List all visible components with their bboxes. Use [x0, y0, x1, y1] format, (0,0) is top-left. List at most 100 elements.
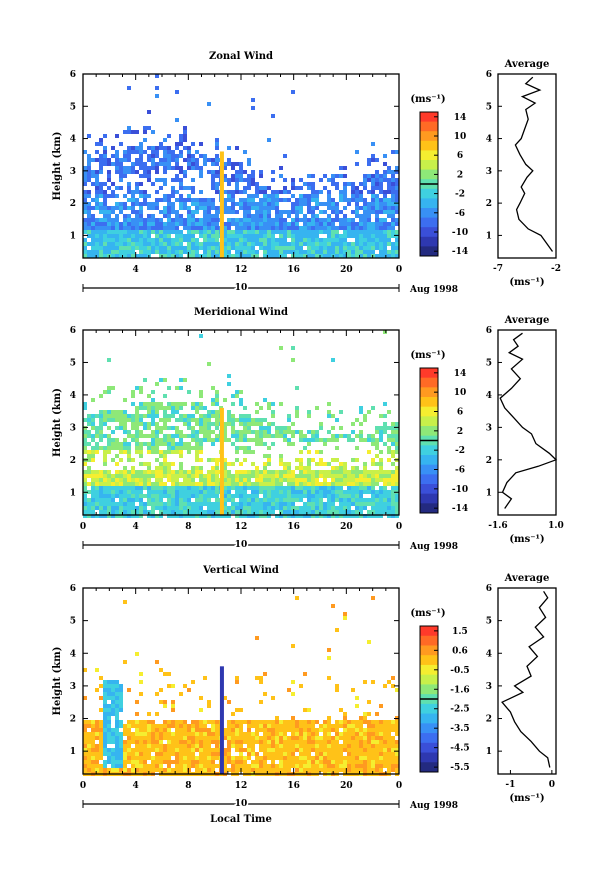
heatmap-cell — [107, 450, 111, 454]
heatmap-cell — [163, 426, 167, 430]
heatmap-cell — [183, 760, 187, 764]
heatmap-cell — [183, 226, 187, 230]
heatmap-cell — [235, 458, 239, 462]
heatmap-cell — [143, 150, 147, 154]
heatmap-cell — [291, 238, 295, 242]
heatmap-cell — [331, 234, 335, 238]
heatmap-cell — [307, 482, 311, 486]
heatmap-cell — [91, 222, 95, 226]
heatmap-cell — [331, 250, 335, 254]
heatmap-cell — [115, 414, 119, 418]
colorbar-segment — [420, 227, 438, 238]
heatmap-cell — [111, 696, 115, 700]
heatmap-cell — [227, 438, 231, 442]
heatmap-cell — [359, 438, 363, 442]
heatmap-cell — [331, 740, 335, 744]
heatmap-cell — [351, 510, 355, 514]
heatmap-cell — [175, 426, 179, 430]
heatmap-cell — [135, 222, 139, 226]
heatmap-cell — [307, 506, 311, 510]
heatmap-cell — [135, 768, 139, 772]
heatmap-cell — [139, 414, 143, 418]
heatmap-cell — [187, 724, 191, 728]
heatmap-cell — [211, 422, 215, 426]
heatmap-cell — [179, 510, 183, 514]
heatmap-cell — [115, 708, 119, 712]
heatmap-cell — [255, 182, 259, 186]
heatmap-cell — [391, 218, 395, 222]
colorbar-segment — [420, 493, 438, 504]
heatmap-cell — [263, 470, 267, 474]
heatmap-cell — [107, 170, 111, 174]
heatmap-cell — [163, 728, 167, 732]
heatmap-cell — [367, 732, 371, 736]
heatmap-cell — [391, 202, 395, 206]
heatmap-cell — [147, 238, 151, 242]
heatmap-cell — [147, 146, 151, 150]
heatmap-cell — [275, 756, 279, 760]
heatmap-cell — [159, 486, 163, 490]
heatmap-cell — [83, 494, 87, 498]
heatmap-cell — [215, 398, 219, 402]
heatmap-cell — [139, 446, 143, 450]
heatmap-cell — [387, 744, 391, 748]
heatmap-cell — [195, 442, 199, 446]
heatmap-cell — [351, 186, 355, 190]
heatmap-cell — [299, 736, 303, 740]
heatmap-cell — [335, 246, 339, 250]
heatmap-cell — [363, 466, 367, 470]
heatmap-cell — [371, 438, 375, 442]
heatmap-cell — [215, 438, 219, 442]
heatmap-cell — [155, 430, 159, 434]
heatmap-cell — [295, 254, 299, 258]
heatmap-cell — [271, 238, 275, 242]
heatmap-cell — [179, 138, 183, 142]
heatmap-cell — [303, 226, 307, 230]
heatmap-cell — [183, 732, 187, 736]
heatmap-cell — [143, 426, 147, 430]
heatmap-cell — [99, 502, 103, 506]
heatmap-cell — [271, 246, 275, 250]
heatmap-cell — [355, 222, 359, 226]
heatmap-cell — [359, 214, 363, 218]
heatmap-cell — [359, 724, 363, 728]
heatmap-cell — [351, 230, 355, 234]
heatmap-cell — [123, 418, 127, 422]
heatmap-cell — [239, 748, 243, 752]
heatmap-cell — [267, 458, 271, 462]
heatmap-cell — [147, 744, 151, 748]
heatmap-cell — [227, 470, 231, 474]
heatmap-cell — [331, 242, 335, 246]
heatmap-cell — [235, 210, 239, 214]
heatmap-cell — [139, 422, 143, 426]
heatmap-cell — [175, 494, 179, 498]
heatmap-cell — [207, 102, 211, 106]
heatmap-cell — [279, 234, 283, 238]
heatmap-cell — [135, 756, 139, 760]
heatmap-cell — [115, 760, 119, 764]
heatmap-cell — [151, 768, 155, 772]
heatmap-cell — [263, 502, 267, 506]
heatmap-cell — [199, 506, 203, 510]
heatmap-cell — [171, 154, 175, 158]
heatmap-cell — [91, 756, 95, 760]
heatmap-cell — [299, 760, 303, 764]
heatmap-cell — [343, 246, 347, 250]
heatmap-cell — [167, 402, 171, 406]
heatmap-cell — [259, 226, 263, 230]
heatmap-cell — [315, 234, 319, 238]
heatmap-cell — [363, 736, 367, 740]
heatmap-cell — [191, 748, 195, 752]
heatmap-cell — [307, 218, 311, 222]
heatmap-cell — [135, 474, 139, 478]
heatmap-cell — [203, 158, 207, 162]
heatmap-cell — [167, 218, 171, 222]
heatmap-cell — [163, 720, 167, 724]
heatmap-cell — [299, 740, 303, 744]
heatmap-cell — [367, 700, 371, 704]
heatmap-cell — [187, 250, 191, 254]
heatmap-cell — [303, 768, 307, 772]
heatmap-cell — [87, 506, 91, 510]
heatmap-cell — [103, 226, 107, 230]
heatmap-cell — [235, 510, 239, 514]
